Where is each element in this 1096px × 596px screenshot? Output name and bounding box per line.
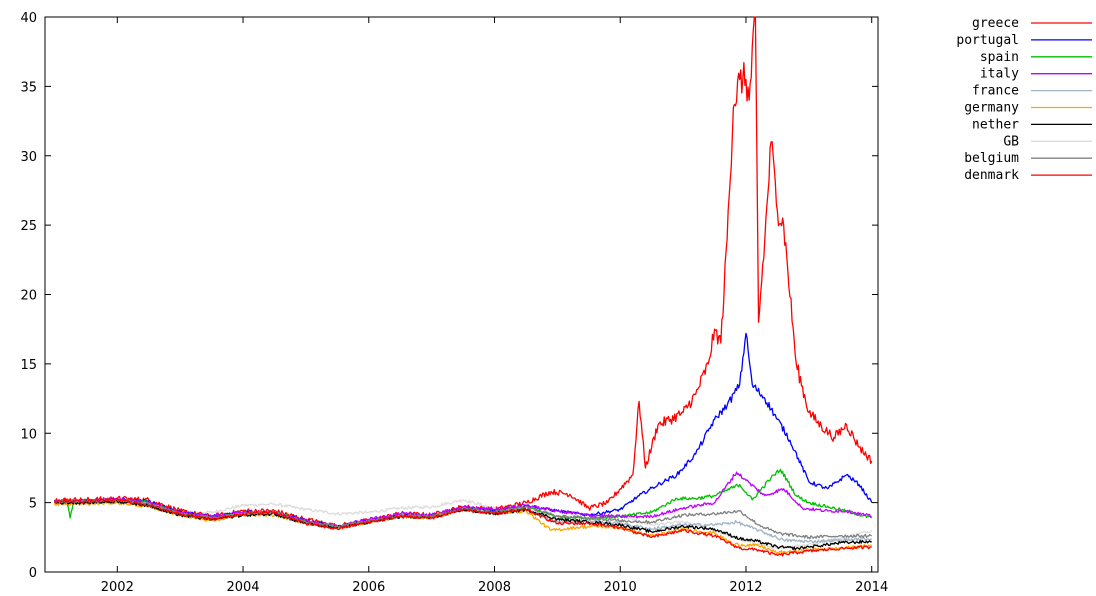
series-line-portugal: [54, 332, 873, 528]
legend-label-greece: greece: [972, 16, 1019, 31]
legend-label-italy: italy: [980, 67, 1019, 82]
y-tick-label: 5: [29, 497, 37, 512]
x-tick-label: 2010: [604, 580, 637, 595]
y-tick-label: 10: [20, 427, 37, 442]
legend: greece portugal spain italy france germanynet…: [956, 16, 1092, 183]
y-tick-label: 15: [20, 358, 37, 373]
legend-label-spain: spain: [980, 50, 1019, 65]
y-tick-label: 25: [20, 219, 37, 234]
series-line-greece: [53, 16, 873, 529]
x-tick-label: 2012: [729, 580, 762, 595]
x-tick-label: 2006: [352, 580, 385, 595]
legend-label-gb: GB: [1003, 134, 1019, 149]
y-tick-label: 0: [29, 566, 37, 581]
series-line-denmark: [53, 497, 872, 557]
legend-label-belgium: belgium: [964, 151, 1019, 166]
y-tick-label: 40: [20, 11, 37, 26]
x-tick-label: 2014: [855, 580, 888, 595]
series-layer: [53, 16, 873, 557]
legend-label-france: france: [972, 84, 1019, 99]
series-line-belgium: [54, 497, 873, 540]
x-tick-label: 2002: [101, 580, 134, 595]
legend-label-denmark: denmark: [964, 168, 1019, 183]
legend-label-nether: nether: [972, 117, 1019, 132]
y-tick-label: 20: [20, 289, 37, 304]
series-line-italy: [54, 471, 873, 528]
y-tick-label: 35: [20, 80, 37, 95]
series-line-spain: [54, 468, 873, 529]
legend-label-portugal: portugal: [956, 33, 1019, 48]
x-tick-label: 2004: [226, 580, 259, 595]
legend-label-germany: germany: [964, 101, 1019, 116]
y-tick-label: 30: [20, 150, 37, 165]
plot-frame: [44, 16, 879, 573]
x-tick-label: 2008: [478, 580, 511, 595]
axis-layer: 2002 2004 2006 2008 2010 2012 2014 0 5 10 15 20 25 30…: [20, 11, 888, 595]
